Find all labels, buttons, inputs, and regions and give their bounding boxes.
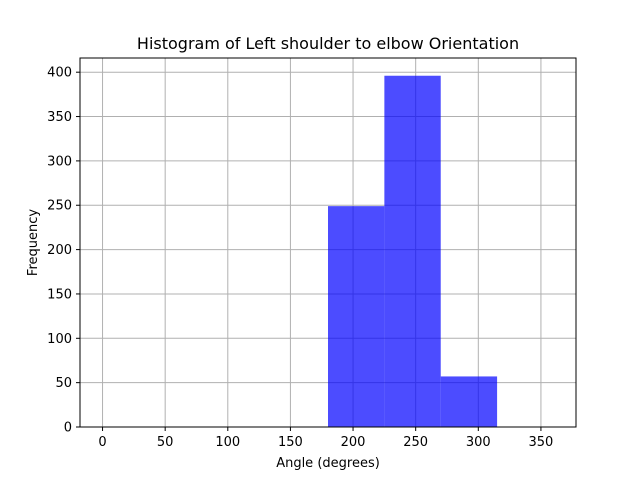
x-axis-ticks: 0 50 100 150 200 250 300 350 — [98, 427, 553, 450]
x-tick-label: 250 — [403, 435, 428, 450]
x-tick-label: 350 — [529, 435, 554, 450]
y-tick-label: 50 — [55, 376, 72, 391]
x-tick-label: 200 — [341, 435, 366, 450]
plot-frame — [79, 57, 577, 428]
x-tick-label: 50 — [157, 435, 174, 450]
y-tick-label: 400 — [47, 66, 72, 81]
y-tick-label: 150 — [47, 287, 72, 302]
x-tick-label: 150 — [278, 435, 303, 450]
y-axis-label: Frequency — [26, 209, 41, 276]
y-tick-label: 0 — [64, 421, 72, 436]
y-tick-label: 300 — [47, 154, 72, 169]
y-axis-ticks: 0 50 100 150 200 250 300 350 400 — [47, 66, 80, 436]
x-axis-label: Angle (degrees) — [276, 456, 380, 471]
x-tick-label: 100 — [215, 435, 240, 450]
histogram-bar — [384, 75, 441, 427]
histogram-bar — [328, 206, 385, 427]
x-tick-label: 0 — [98, 435, 106, 450]
y-tick-label: 200 — [47, 243, 72, 258]
y-tick-label: 350 — [47, 110, 72, 125]
chart-title: Histogram of Left shoulder to elbow Orie… — [137, 34, 519, 53]
histogram-bars — [328, 75, 498, 427]
histogram-bar — [440, 376, 498, 427]
y-tick-label: 100 — [47, 332, 72, 347]
y-tick-label: 250 — [47, 199, 72, 214]
x-tick-label: 300 — [466, 435, 491, 450]
